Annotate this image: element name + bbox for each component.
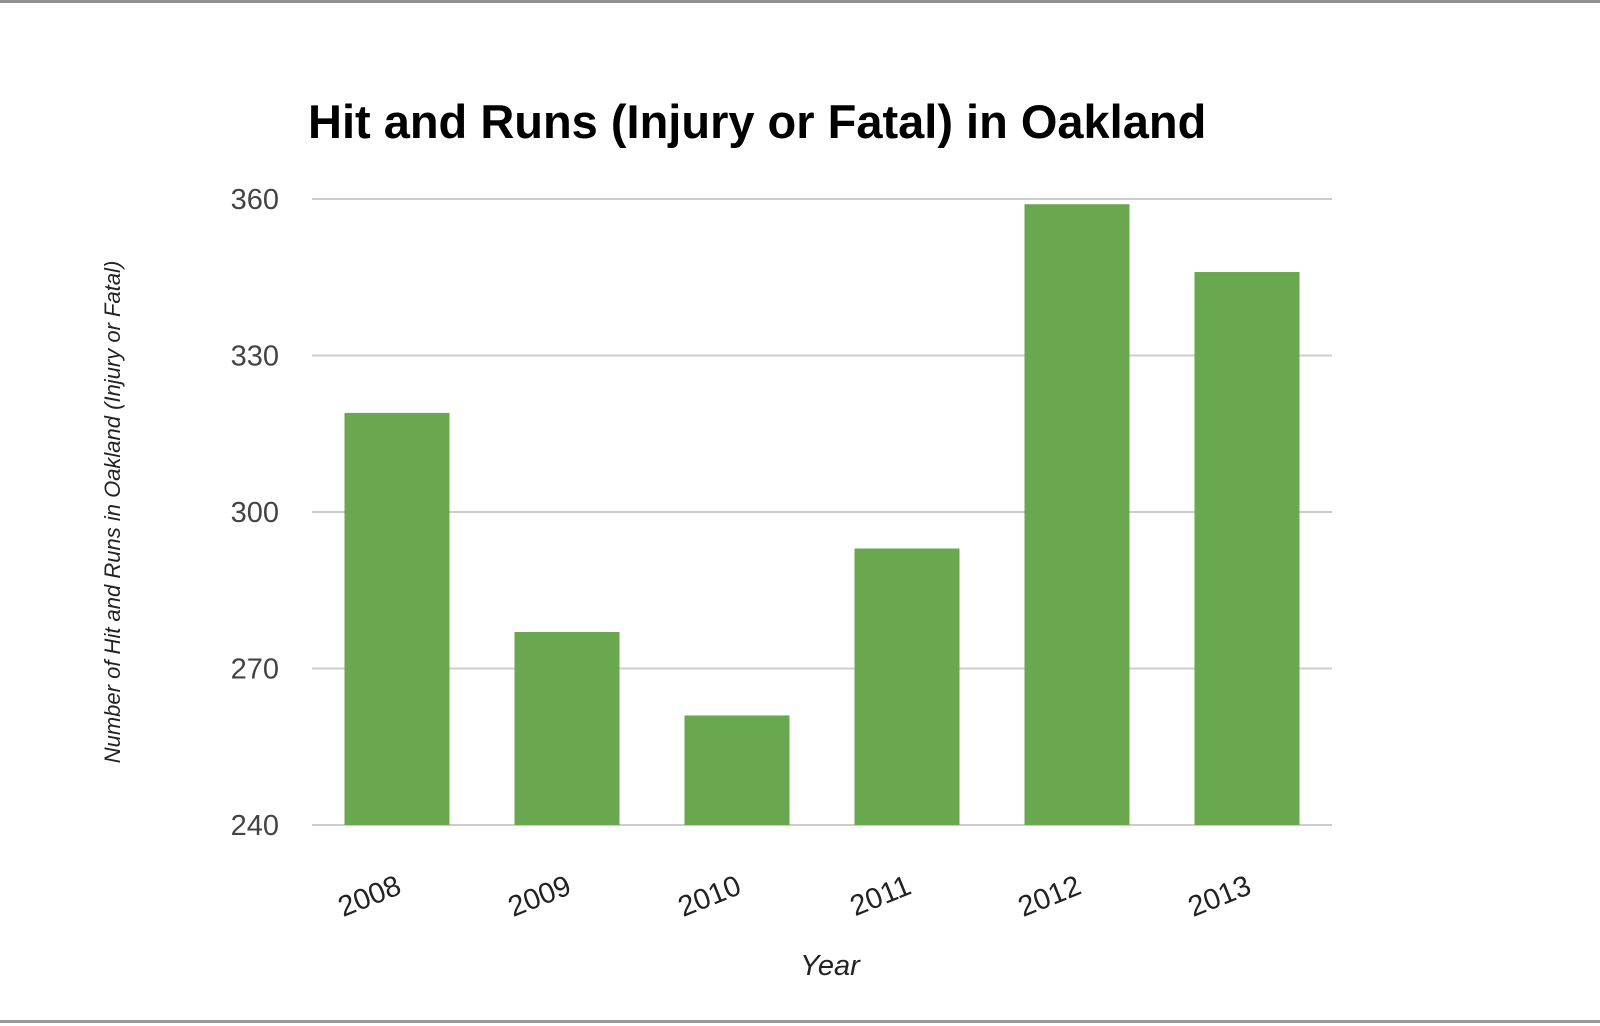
bar-2011	[854, 548, 960, 825]
x-tick-label: 2009	[504, 870, 576, 924]
window-top-border	[0, 0, 1600, 3]
x-tick-label: 2012	[1014, 870, 1086, 924]
y-tick-label: 300	[231, 497, 279, 529]
x-tick-label: 2011	[846, 870, 916, 923]
y-tick-label: 270	[231, 654, 279, 686]
bar-2010	[684, 715, 790, 825]
window-bottom-border	[0, 1020, 1600, 1023]
x-axis-label: Year	[800, 950, 861, 982]
y-tick-label: 240	[231, 810, 279, 842]
bar-2008	[344, 412, 450, 825]
chart-title: Hit and Runs (Injury or Fatal) in Oaklan…	[308, 95, 1206, 148]
y-axis-ticks: 240 270 300 330 360	[231, 184, 279, 842]
bar-2013	[1194, 272, 1300, 825]
y-tick-label: 330	[231, 341, 279, 373]
bar-2009	[514, 631, 620, 825]
y-axis-label: Number of Hit and Runs in Oakland (Injur…	[100, 261, 125, 764]
x-axis-ticks: 2008 2009 2010 2011 2012 2013	[334, 870, 1256, 924]
bar-2012	[1024, 204, 1130, 825]
gridlines	[312, 198, 1332, 826]
x-tick-label: 2010	[674, 870, 746, 924]
x-tick-label: 2008	[334, 870, 406, 924]
bars	[344, 204, 1300, 825]
y-tick-label: 360	[231, 184, 279, 216]
x-tick-label: 2013	[1184, 870, 1256, 924]
